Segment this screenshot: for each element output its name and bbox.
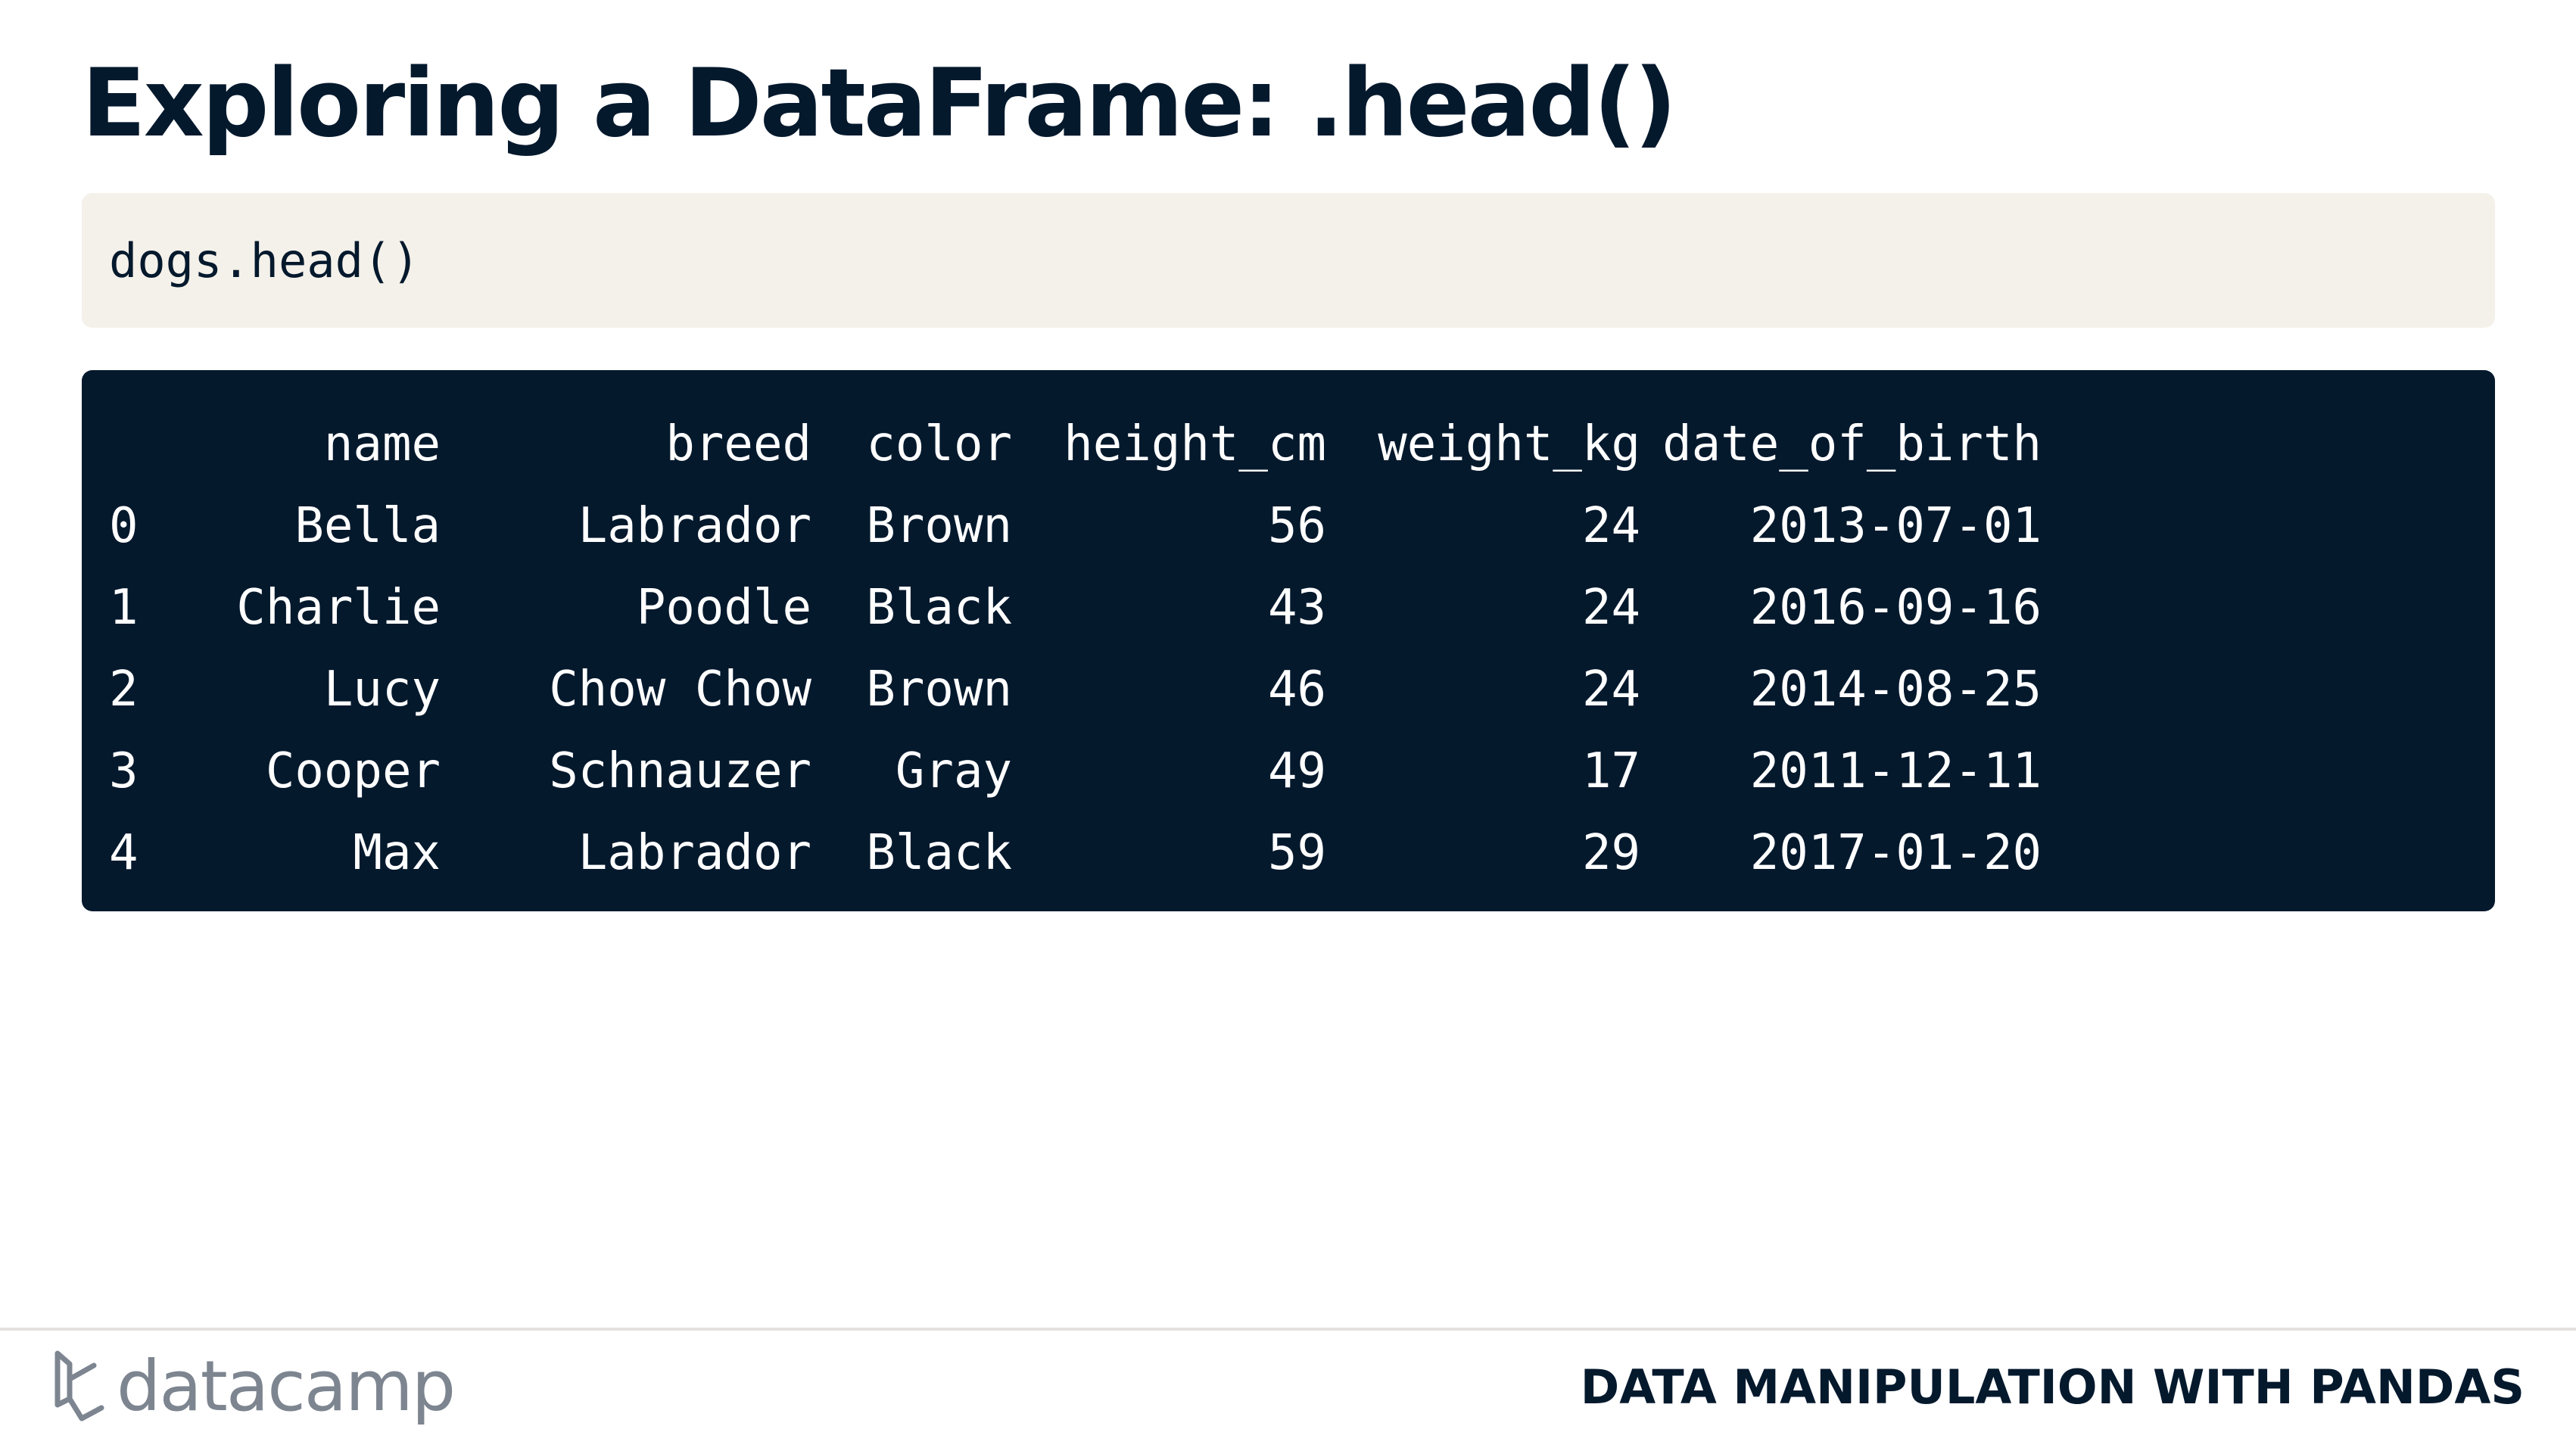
index-header	[109, 403, 170, 485]
cell-weight: 17	[1581, 743, 1640, 799]
cell-breed: Chow Chow	[549, 662, 811, 718]
cell-name: Bella	[294, 498, 441, 554]
cell-breed: Labrador	[578, 825, 811, 881]
row-index: 4	[109, 825, 139, 881]
cell-name: Max	[353, 825, 441, 881]
table-row: 3 Cooper Schnauzer Gray 49 17 2011-12-11	[109, 730, 2042, 812]
cell-breed: Poodle	[636, 580, 811, 636]
table-header-row: name breed color height_cm weight_kg dat…	[109, 403, 2042, 485]
cell-breed: Labrador	[578, 498, 811, 554]
datacamp-logo-icon	[55, 1350, 104, 1421]
cell-date-of-birth: 2011-12-11	[1749, 743, 2042, 799]
cell-date-of-birth: 2013-07-01	[1749, 498, 2042, 554]
cell-height: 56	[1267, 498, 1326, 554]
cell-height: 46	[1267, 662, 1326, 718]
cell-name: Lucy	[323, 662, 441, 718]
table-row: 0 Bella Labrador Brown 56 24 2013-07-01	[109, 485, 2042, 567]
code-text: dogs.head()	[109, 232, 420, 288]
cell-height: 59	[1267, 825, 1326, 881]
slide-title: Exploring a DataFrame: .head()	[82, 49, 1677, 158]
cell-date-of-birth: 2014-08-25	[1749, 662, 2042, 718]
row-index: 2	[109, 662, 139, 718]
cell-color: Black	[866, 825, 1012, 881]
cell-weight: 24	[1581, 498, 1640, 554]
cell-name: Charlie	[236, 580, 441, 636]
column-header-weight: weight_kg	[1378, 416, 1640, 472]
cell-height: 49	[1267, 743, 1326, 799]
datacamp-logo-text: datacamp	[117, 1346, 456, 1427]
dataframe-output-table: name breed color height_cm weight_kg dat…	[109, 403, 2042, 894]
cell-weight: 24	[1581, 580, 1640, 636]
row-index: 0	[109, 498, 139, 554]
cell-color: Black	[866, 580, 1012, 636]
row-index: 3	[109, 743, 139, 799]
footer-divider	[0, 1328, 2576, 1331]
column-header-breed: breed	[665, 416, 811, 472]
cell-date-of-birth: 2016-09-16	[1749, 580, 2042, 636]
table-row: 1 Charlie Poodle Black 43 24 2016-09-16	[109, 567, 2042, 649]
column-header-name: name	[323, 416, 441, 472]
column-header-color: color	[866, 416, 1012, 472]
row-index: 1	[109, 580, 139, 636]
column-header-height: height_cm	[1064, 416, 1326, 472]
code-block: dogs.head()	[82, 193, 2495, 328]
cell-weight: 24	[1581, 662, 1640, 718]
cell-height: 43	[1267, 580, 1326, 636]
cell-color: Brown	[866, 498, 1012, 554]
cell-weight: 29	[1581, 825, 1640, 881]
cell-color: Gray	[895, 743, 1012, 799]
output-block: name breed color height_cm weight_kg dat…	[82, 370, 2495, 911]
cell-date-of-birth: 2017-01-20	[1749, 825, 2042, 881]
cell-breed: Schnauzer	[549, 743, 811, 799]
column-header-date-of-birth: date_of_birth	[1662, 416, 2042, 472]
cell-name: Cooper	[265, 743, 441, 799]
cell-color: Brown	[866, 662, 1012, 718]
table-row: 2 Lucy Chow Chow Brown 46 24 2014-08-25	[109, 649, 2042, 730]
course-name: DATA MANIPULATION WITH PANDAS	[1580, 1359, 2525, 1415]
table-row: 4 Max Labrador Black 59 29 2017-01-20	[109, 812, 2042, 894]
datacamp-logo: datacamp	[51, 1346, 456, 1427]
